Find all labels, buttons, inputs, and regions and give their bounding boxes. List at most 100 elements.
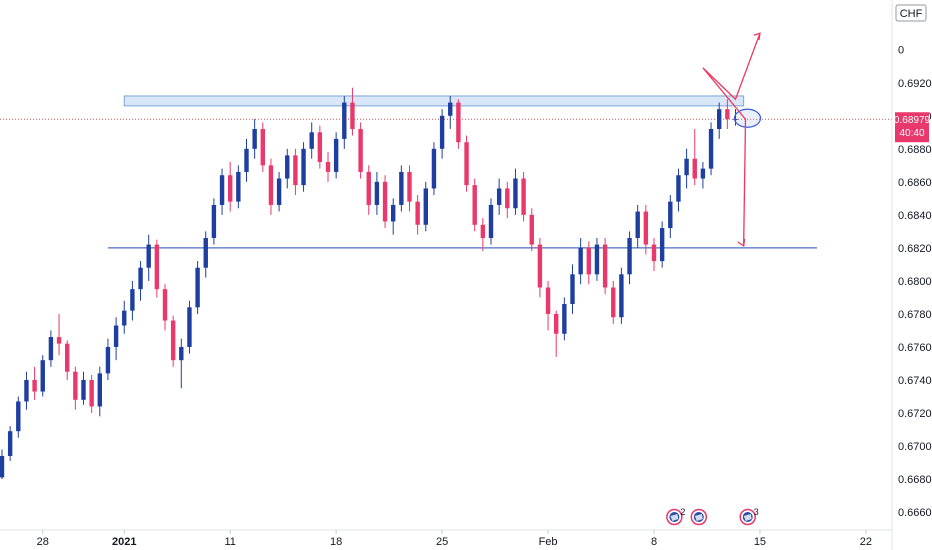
candle — [325, 152, 331, 182]
candle-body — [195, 267, 200, 308]
candle — [627, 231, 632, 285]
candle — [684, 148, 689, 189]
candle-body — [717, 109, 722, 129]
candle-body — [293, 155, 298, 186]
bullish-arrowhead — [753, 32, 761, 41]
candle-body — [407, 171, 412, 202]
candle — [73, 366, 78, 410]
event-flag-icon[interactable]: 3 — [739, 507, 759, 526]
candle-body — [97, 373, 102, 407]
candle — [285, 148, 290, 189]
candle-body — [692, 158, 697, 179]
candle-body — [333, 138, 339, 172]
candle-body — [24, 379, 29, 402]
candle — [431, 142, 437, 196]
candle-body — [529, 214, 534, 245]
time-axis[interactable]: 28 2021 11 18 25 Feb 8 15 22 — [0, 529, 892, 548]
candles-layer — [0, 87, 738, 480]
candle — [113, 317, 119, 361]
candle-body — [16, 401, 21, 432]
candle-body — [350, 102, 355, 129]
candle — [211, 198, 217, 245]
candle — [488, 198, 494, 245]
candle — [439, 109, 445, 159]
candle-body — [170, 320, 176, 361]
resistance-zone-rect[interactable] — [123, 95, 745, 107]
candle — [179, 338, 184, 389]
candle — [513, 168, 518, 215]
price-circle-marker[interactable] — [733, 108, 762, 128]
candle — [138, 261, 143, 301]
candle-body — [65, 343, 70, 372]
candle — [260, 122, 265, 172]
candle-body — [733, 119, 738, 121]
candle — [203, 231, 208, 278]
candle — [725, 99, 730, 129]
candle — [407, 165, 412, 212]
candle — [342, 95, 347, 149]
candle — [448, 95, 453, 129]
candle — [309, 122, 314, 159]
candle-body — [260, 128, 265, 166]
candle-body — [244, 148, 249, 172]
event-flag-icon[interactable] — [690, 508, 708, 526]
candle — [423, 181, 428, 232]
candle — [228, 162, 233, 212]
candle — [301, 142, 306, 192]
candle-body — [684, 158, 689, 176]
candle — [32, 366, 37, 400]
event-flag-icon[interactable]: 2 — [666, 507, 686, 526]
candle — [464, 135, 469, 192]
bearish-projection-line[interactable] — [743, 119, 747, 246]
candle-body — [521, 178, 526, 215]
candle-body — [537, 244, 543, 288]
candle-body — [366, 171, 371, 205]
candle-body — [236, 171, 241, 202]
candle — [700, 162, 706, 189]
currency-label[interactable]: CHF — [895, 4, 927, 22]
candle — [236, 165, 241, 209]
candle-body — [635, 211, 640, 238]
candle-body — [627, 237, 632, 275]
candle-body — [162, 289, 168, 321]
candle — [570, 264, 575, 314]
candle-body — [48, 337, 54, 361]
candle — [717, 102, 722, 139]
candle-body — [325, 162, 331, 172]
candle — [195, 261, 200, 314]
candle — [56, 313, 62, 356]
candle — [496, 178, 502, 215]
time-tick-label: 18 — [330, 536, 342, 548]
candle — [456, 99, 461, 149]
candle — [635, 204, 640, 248]
bullish-projection-path[interactable] — [702, 32, 761, 120]
candle — [24, 371, 29, 410]
time-tick-label: 28 — [37, 536, 49, 548]
candle — [399, 165, 404, 212]
time-tick-label: 8 — [651, 536, 657, 548]
candle-body — [651, 244, 657, 262]
candle-body — [496, 188, 502, 205]
candle-body — [309, 132, 314, 149]
candle-body — [431, 148, 437, 189]
candle — [244, 138, 249, 182]
candle-body — [472, 185, 477, 225]
candle-body — [456, 102, 461, 143]
candle-body — [399, 171, 404, 205]
candle-body — [252, 128, 257, 149]
candle — [382, 175, 388, 229]
countdown-text: 40:40 — [899, 128, 924, 139]
candle — [154, 239, 160, 298]
candle-body — [619, 274, 624, 318]
